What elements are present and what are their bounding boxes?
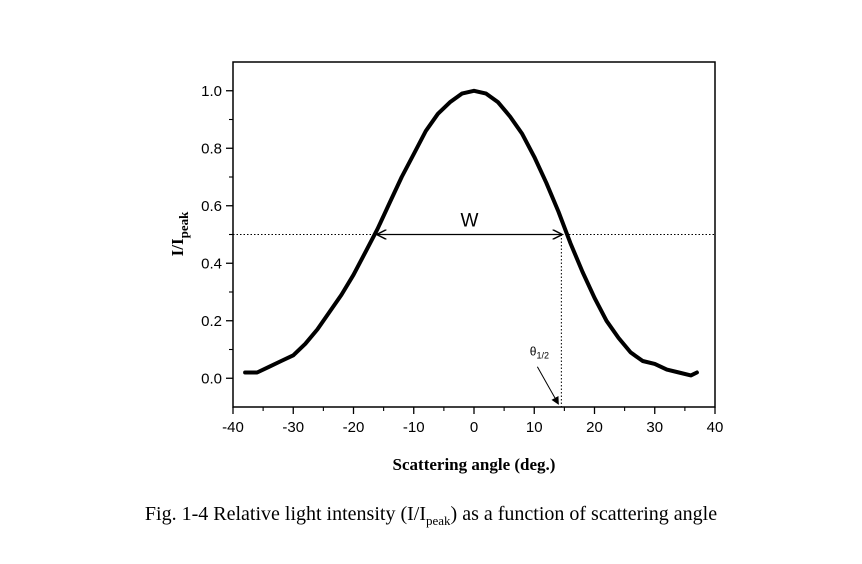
x-tick-label: -10 bbox=[403, 419, 425, 436]
theta-half-arrow bbox=[536, 366, 559, 405]
x-axis-title: Scattering angle (deg.) bbox=[393, 455, 556, 474]
width-label: W bbox=[461, 211, 479, 232]
y-axis-title: I/Ipeak bbox=[168, 211, 191, 256]
x-tick-label: 20 bbox=[586, 419, 603, 436]
x-tick-label: 0 bbox=[470, 419, 478, 436]
y-tick-label: 0.4 bbox=[201, 255, 222, 272]
y-tick-label: 0.2 bbox=[201, 313, 222, 330]
x-tick-label: 30 bbox=[646, 419, 663, 436]
axis-ticks: -40 -30 -20 -10 0 10 20 30 40 0.0 0.2 0.4 0.6 0.8 1.0 bbox=[201, 83, 723, 436]
y-tick-label: 1.0 bbox=[201, 83, 222, 100]
y-tick-label: 0.6 bbox=[201, 198, 222, 215]
intensity-curve bbox=[243, 88, 699, 378]
figure-caption: Fig. 1-4 Relative light intensity (I/Ipe… bbox=[144, 503, 718, 528]
chart: -40 -30 -20 -10 0 10 20 30 400.00.20.40.60.81.0 … bbox=[168, 61, 723, 474]
theta-half-label: θ1/2 bbox=[530, 344, 549, 360]
x-tick-label: -40 bbox=[222, 419, 244, 436]
y-tick-label: 0.8 bbox=[201, 140, 222, 157]
x-tick-label: 40 bbox=[707, 419, 724, 436]
y-tick-label: 0.0 bbox=[201, 370, 222, 387]
x-tick-label: -20 bbox=[343, 419, 365, 436]
x-tick-label: 10 bbox=[526, 419, 543, 436]
x-tick-label: -30 bbox=[282, 419, 304, 436]
